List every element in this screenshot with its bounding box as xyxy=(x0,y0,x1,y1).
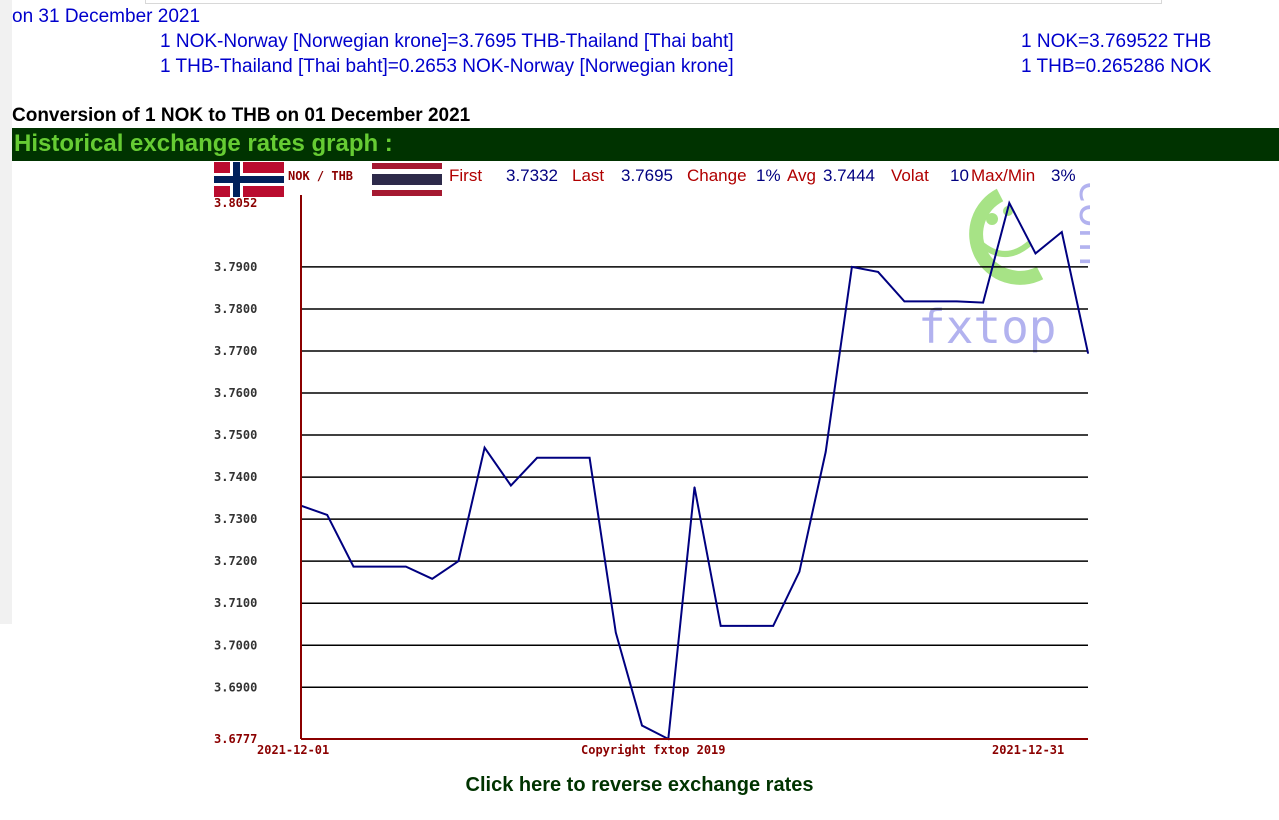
data-point xyxy=(536,456,538,459)
data-point xyxy=(903,300,906,303)
pair-label: NOK / THB xyxy=(288,169,353,183)
data-point xyxy=(929,300,932,303)
stat-change-value: 1% xyxy=(756,166,781,185)
stat-maxmin-value: 3% xyxy=(1051,166,1076,185)
data-point xyxy=(693,486,696,488)
historical-title: Historical exchange rates graph : xyxy=(14,130,393,157)
y-tick-label: 3.7200 xyxy=(214,554,257,568)
stat-volat-value: 10 xyxy=(950,166,969,185)
historical-header: Historical exchange rates graph : xyxy=(12,128,1279,161)
y-tick-label: 3.6900 xyxy=(214,680,257,694)
data-point xyxy=(457,560,460,562)
stat-volat-label: Volat xyxy=(891,166,929,185)
conversion-title: Conversion of 1 NOK to THB on 01 Decembe… xyxy=(12,105,471,126)
data-point xyxy=(431,578,433,580)
y-tick-label: 3.7000 xyxy=(214,638,257,652)
y-tick-label: 3.7600 xyxy=(214,386,257,400)
y-tick-label: 3.7100 xyxy=(214,596,257,610)
data-point xyxy=(405,565,407,568)
data-point xyxy=(615,631,617,634)
data-point xyxy=(956,300,958,303)
data-point xyxy=(326,514,329,516)
data-point xyxy=(1087,352,1089,354)
data-point xyxy=(378,565,381,568)
stat-last-value: 3.7695 xyxy=(621,166,673,185)
date-line: on 31 December 2021 xyxy=(12,6,201,27)
exchange-rate-chart[interactable]: NOK / THB First 3.7332 Last 3.7695 Chang… xyxy=(210,161,1090,761)
stat-first-label: First xyxy=(449,166,482,185)
copyright-label: Copyright fxtop 2019 xyxy=(581,743,726,757)
y-tick-label: 3.7300 xyxy=(214,512,257,526)
y-tick-label: 3.8052 xyxy=(214,196,257,210)
rate-thb-nok-short: 1 THB=0.265286 NOK xyxy=(1021,56,1212,77)
stat-maxmin-label: Max/Min xyxy=(971,166,1035,185)
data-point xyxy=(851,266,853,268)
y-tick-label: 3.6777 xyxy=(214,732,257,746)
data-point xyxy=(877,271,879,273)
stat-last-label: Last xyxy=(572,166,604,185)
reverse-rates-link[interactable]: Click here to reverse exchange rates xyxy=(465,774,814,796)
watermark-side-text: com xyxy=(1070,181,1090,266)
x-tick-first: 2021-12-01 xyxy=(257,743,329,757)
data-point xyxy=(483,446,486,449)
left-strip xyxy=(0,0,12,624)
norway-flag-icon xyxy=(214,162,284,197)
y-tick-label: 3.7900 xyxy=(214,260,257,274)
data-point xyxy=(746,625,748,627)
series-group xyxy=(300,200,1089,741)
rate-nok-thb-short: 1 NOK=3.769522 THB xyxy=(1021,31,1212,52)
stat-change-label: Change xyxy=(687,166,747,185)
y-tick-label: 3.7500 xyxy=(214,428,257,442)
rate-thb-nok: 1 THB-Thailand [Thai baht]=0.2653 NOK-No… xyxy=(160,56,734,77)
y-tick-label: 3.7700 xyxy=(214,344,257,358)
thailand-flag-icon xyxy=(372,163,442,196)
data-point xyxy=(798,570,801,573)
data-point xyxy=(352,565,355,568)
data-point xyxy=(510,484,512,487)
data-point xyxy=(1060,231,1063,233)
stat-avg-label: Avg xyxy=(787,166,816,185)
data-point xyxy=(562,456,565,459)
data-point xyxy=(824,451,827,453)
stat-first-value: 3.7332 xyxy=(506,166,558,185)
data-point xyxy=(719,625,722,627)
stat-avg-value: 3.7444 xyxy=(823,166,875,185)
chart-grid xyxy=(301,266,1088,689)
y-axis-ticks: 3.8052 3.7900 3.7800 3.7700 3.7600 3.7500 3.74… xyxy=(214,196,257,746)
x-tick-last: 2021-12-31 xyxy=(992,743,1064,757)
series-line-nok-thb xyxy=(300,200,1089,741)
data-point xyxy=(1034,252,1037,255)
data-point xyxy=(641,724,643,727)
data-point xyxy=(1008,202,1011,204)
y-tick-label: 3.7400 xyxy=(214,470,257,484)
fxtop-watermark-logo: fxtop com xyxy=(918,181,1090,354)
rate-nok-thb: 1 NOK-Norway [Norwegian krone]=3.7695 TH… xyxy=(160,31,734,52)
data-point xyxy=(772,625,774,627)
watermark-text: fxtop xyxy=(918,300,1056,354)
data-point xyxy=(982,301,984,304)
top-frame xyxy=(145,0,1162,4)
y-tick-label: 3.7800 xyxy=(214,302,257,316)
data-point xyxy=(588,456,591,459)
